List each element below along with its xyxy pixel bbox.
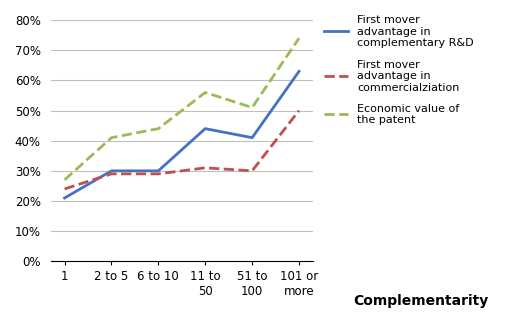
Economic value of
the patent — [156, 127, 162, 131]
First mover
advantage in
commercialziation — [202, 166, 208, 170]
First mover
advantage in
complementary R&D — [296, 69, 302, 73]
Line: First mover
advantage in
commercialziation: First mover advantage in commercialziati… — [65, 111, 299, 189]
First mover
advantage in
complementary R&D — [156, 169, 162, 173]
Text: Complementarity: Complementarity — [354, 294, 489, 309]
Economic value of
the patent — [296, 36, 302, 40]
First mover
advantage in
complementary R&D — [109, 169, 115, 173]
First mover
advantage in
commercialziation — [109, 172, 115, 176]
First mover
advantage in
complementary R&D — [202, 127, 208, 131]
Economic value of
the patent — [202, 90, 208, 94]
Economic value of
the patent — [249, 106, 255, 110]
Line: First mover
advantage in
complementary R&D: First mover advantage in complementary R… — [65, 71, 299, 198]
First mover
advantage in
complementary R&D — [62, 196, 68, 200]
First mover
advantage in
commercialziation — [62, 187, 68, 191]
First mover
advantage in
commercialziation — [156, 172, 162, 176]
Economic value of
the patent — [109, 136, 115, 140]
First mover
advantage in
commercialziation — [296, 109, 302, 113]
Economic value of
the patent — [62, 178, 68, 182]
First mover
advantage in
commercialziation — [249, 169, 255, 173]
Line: Economic value of
the patent: Economic value of the patent — [65, 38, 299, 180]
First mover
advantage in
complementary R&D — [249, 136, 255, 140]
Legend: First mover
advantage in
complementary R&D, First mover
advantage in
commercialz: First mover advantage in complementary R… — [324, 15, 474, 126]
